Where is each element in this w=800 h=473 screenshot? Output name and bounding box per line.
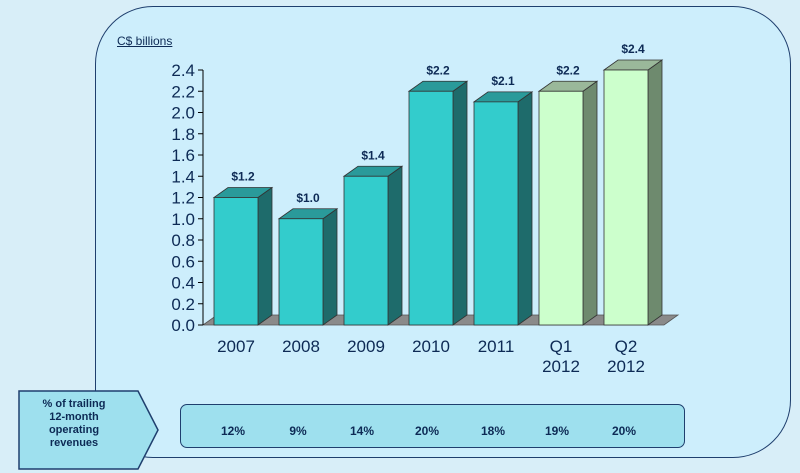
bar-value-label: $2.2 bbox=[556, 63, 580, 77]
bar-value-label: $1.4 bbox=[361, 148, 385, 162]
revenue-label-line: % of trailing bbox=[42, 398, 106, 410]
y-tick-label: 2.2 bbox=[171, 82, 195, 101]
bar-value-label: $2.2 bbox=[426, 63, 450, 77]
bar-side bbox=[517, 91, 533, 326]
bar bbox=[473, 101, 519, 326]
x-tick-label: 2012 bbox=[607, 357, 645, 376]
revenue-percent-row: 12% 9% 14% 20% 18% 19% 20% bbox=[180, 404, 685, 448]
revenue-percent-2010: 20% bbox=[414, 424, 440, 438]
y-tick-label: 1.8 bbox=[171, 125, 195, 144]
revenue-row-label: % of trailing 12-month operating revenue… bbox=[18, 398, 130, 450]
y-tick-label: 1.2 bbox=[171, 189, 195, 208]
bar-side bbox=[387, 165, 403, 326]
bar-side bbox=[582, 80, 598, 326]
y-tick-label: 0.2 bbox=[171, 295, 195, 314]
bar-side bbox=[452, 80, 468, 326]
bar-value-label: $2.1 bbox=[491, 74, 515, 88]
bar bbox=[603, 69, 649, 326]
y-tick-label: 1.0 bbox=[171, 210, 195, 229]
x-tick-label: 2008 bbox=[282, 337, 320, 356]
revenue-percent-2007: 12% bbox=[220, 424, 246, 438]
x-tick-label: Q2 bbox=[615, 337, 638, 356]
bar bbox=[213, 197, 259, 326]
y-tick-label: 1.6 bbox=[171, 146, 195, 165]
revenue-percent-q2-2012: 20% bbox=[611, 424, 637, 438]
revenue-row-arrow-label bbox=[18, 390, 159, 470]
y-tick-label: 2.0 bbox=[171, 104, 195, 123]
bar-value-label: $1.0 bbox=[296, 191, 320, 205]
revenue-percent-2008: 9% bbox=[289, 424, 307, 438]
y-tick-label: 0.4 bbox=[171, 274, 195, 293]
bar-value-label: $1.2 bbox=[231, 170, 255, 184]
bar-side bbox=[322, 207, 338, 326]
bar bbox=[538, 90, 584, 326]
x-tick-label: 2012 bbox=[542, 357, 580, 376]
y-tick-label: 1.4 bbox=[171, 167, 195, 186]
y-tick-label: 2.4 bbox=[171, 61, 195, 80]
x-tick-label: 2009 bbox=[347, 337, 385, 356]
bar bbox=[343, 175, 389, 326]
y-tick-label: 0.0 bbox=[171, 316, 195, 335]
revenue-percent-2009: 14% bbox=[349, 424, 375, 438]
bar-side bbox=[257, 186, 273, 326]
bar-chart: 0.0 0.2 0.4 0.6 0.8 1.0 1.2 1.4 1.6 1.8 2.0 2.2 2.4 $… bbox=[171, 42, 680, 376]
y-tick-label: 0.6 bbox=[171, 252, 195, 271]
y-axis-unit-label: C$ billions bbox=[117, 34, 173, 48]
revenue-label-line: 12-month bbox=[49, 411, 99, 423]
x-tick-label: Q1 bbox=[550, 337, 573, 356]
bar bbox=[408, 90, 454, 326]
bar bbox=[278, 218, 324, 326]
x-tick-label: 2011 bbox=[478, 337, 515, 356]
bar-side bbox=[647, 59, 663, 326]
bar-value-label: $2.4 bbox=[621, 42, 645, 56]
revenue-label-line: operating bbox=[48, 424, 100, 436]
revenue-percent-2011: 18% bbox=[480, 424, 506, 438]
revenue-percent-q1-2012: 19% bbox=[544, 424, 570, 438]
y-tick-label: 0.8 bbox=[171, 231, 195, 250]
x-tick-label: 2010 bbox=[412, 337, 450, 356]
revenue-label-line: revenues bbox=[49, 437, 99, 449]
x-tick-label: 2007 bbox=[217, 337, 255, 356]
